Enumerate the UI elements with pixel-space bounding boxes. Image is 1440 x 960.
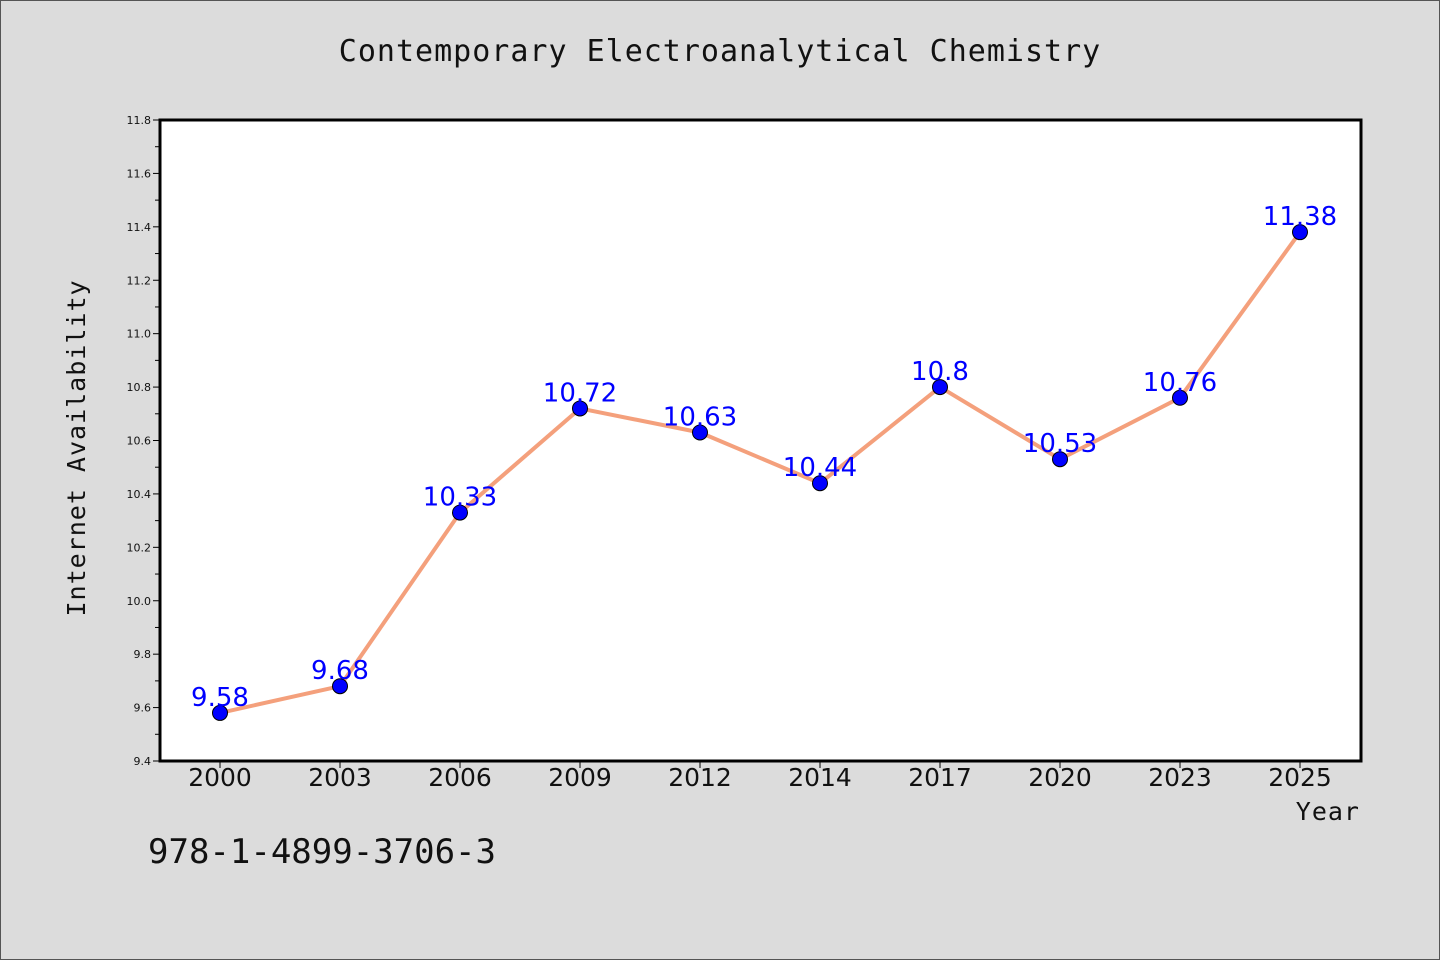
data-point xyxy=(1172,389,1188,406)
y-tick-label: 11.6 xyxy=(127,167,152,180)
y-tick-label: 9.8 xyxy=(134,648,152,661)
y-tick-label: 10.8 xyxy=(127,381,152,394)
y-tick-label: 9.6 xyxy=(134,702,152,715)
y-tick-label: 11.0 xyxy=(127,328,152,341)
data-label: 10.63 xyxy=(663,402,737,432)
data-label: 10.72 xyxy=(543,378,617,408)
x-axis-ticks: 2000 2003 2006 2009 2012 2014 2017 2020 2023 2025 xyxy=(188,761,1332,792)
y-tick-label: 11.2 xyxy=(127,274,152,287)
y-tick-label: 9.4 xyxy=(134,755,152,768)
data-label: 10.33 xyxy=(423,483,497,513)
y-tick-label: 10.6 xyxy=(127,435,152,448)
x-tick-label: 2025 xyxy=(1268,763,1332,792)
data-point xyxy=(572,400,588,417)
data-label: 9.68 xyxy=(311,656,369,686)
x-tick-label: 2014 xyxy=(788,763,852,792)
series-markers xyxy=(212,224,1308,721)
data-label: 10.53 xyxy=(1023,429,1097,459)
x-axis-label: Year xyxy=(1296,797,1360,826)
y-axis-label: Internet Availability xyxy=(62,279,91,616)
x-tick-label: 2020 xyxy=(1028,763,1092,792)
data-labels: 9.58 9.68 10.33 10.72 10.63 10.44 10.8 10.53 10.… xyxy=(191,202,1337,713)
data-label: 10.8 xyxy=(911,357,969,387)
data-point xyxy=(332,678,348,695)
isbn-text: 978-1-4899-3706-3 xyxy=(148,832,496,872)
data-point xyxy=(812,475,828,492)
y-tick-label: 11.4 xyxy=(127,221,152,234)
series-line xyxy=(219,231,1302,715)
x-tick-label: 2006 xyxy=(428,763,492,792)
data-point xyxy=(692,424,708,441)
y-tick-label: 10.0 xyxy=(127,595,152,608)
x-tick-label: 2023 xyxy=(1148,763,1212,792)
x-tick-label: 2017 xyxy=(908,763,972,792)
x-tick-label: 2009 xyxy=(548,763,612,792)
data-point xyxy=(452,504,468,521)
y-axis-ticks: 9.4 9.6 9.8 10.0 10.2 10.4 10.6 10.8 11.0 11.2 11.… xyxy=(127,114,160,768)
x-tick-label: 2000 xyxy=(188,763,252,792)
data-label: 11.38 xyxy=(1263,202,1337,232)
data-point xyxy=(932,379,948,396)
x-tick-label: 2003 xyxy=(308,763,372,792)
y-tick-label: 10.4 xyxy=(127,488,152,501)
x-tick-label: 2012 xyxy=(668,763,732,792)
data-point xyxy=(212,704,228,721)
y-tick-label: 10.2 xyxy=(127,541,152,554)
data-point xyxy=(1292,224,1308,241)
data-point xyxy=(1052,451,1068,468)
data-label: 10.44 xyxy=(783,453,857,483)
chart-title: Contemporary Electroanalytical Chemistry xyxy=(338,34,1102,69)
data-label: 10.76 xyxy=(1143,368,1217,398)
data-label: 9.58 xyxy=(191,683,249,713)
y-tick-label: 11.8 xyxy=(127,114,152,127)
